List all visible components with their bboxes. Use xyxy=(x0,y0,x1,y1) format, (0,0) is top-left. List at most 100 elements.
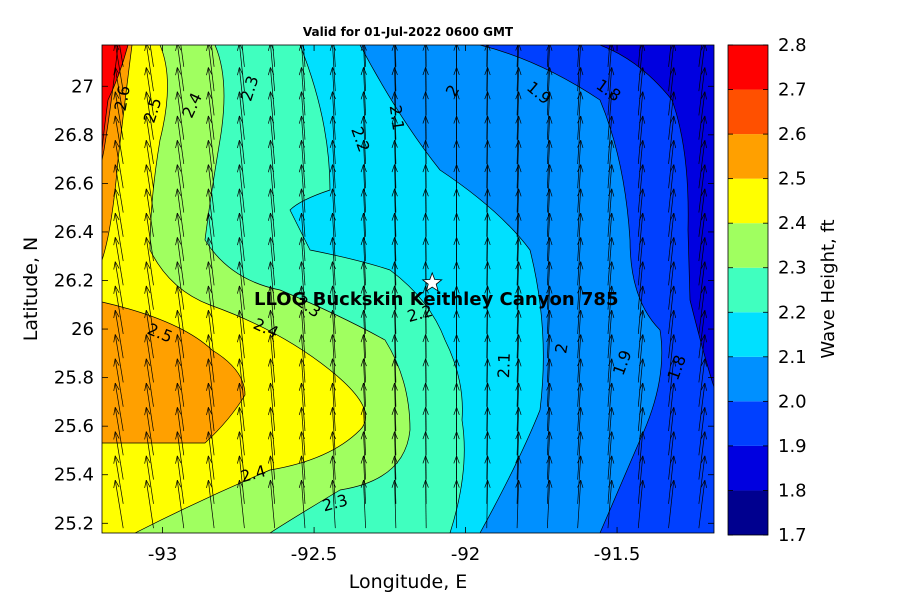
direction-arrows xyxy=(113,45,707,529)
direction-arrow xyxy=(698,188,707,237)
plot-frame xyxy=(101,44,715,534)
direction-arrow xyxy=(668,261,677,310)
direction-arrow xyxy=(607,285,615,334)
direction-arrow xyxy=(144,237,154,286)
direction-arrow xyxy=(113,479,124,529)
colorbar-swatch xyxy=(728,223,768,268)
site-star-icon xyxy=(421,271,443,292)
direction-arrow xyxy=(206,382,215,432)
direction-arrow xyxy=(241,45,245,67)
y-tick-label: 25.2 xyxy=(54,513,94,534)
colorbar-tick-label: 2.0 xyxy=(778,391,807,412)
direction-arrow xyxy=(175,431,185,480)
direction-arrow xyxy=(113,431,124,480)
band-2.7-2.8 xyxy=(102,45,128,150)
colorbar-swatch xyxy=(728,401,768,446)
direction-arrow xyxy=(206,310,215,359)
direction-arrow xyxy=(607,188,615,237)
direction-arrow xyxy=(113,45,124,92)
direction-arrow xyxy=(698,358,707,407)
direction-arrow xyxy=(607,164,615,213)
direction-arrow xyxy=(668,479,677,529)
direction-arrow xyxy=(113,261,124,310)
direction-arrow xyxy=(206,164,215,213)
colorbar-swatch xyxy=(728,134,768,179)
direction-arrow xyxy=(144,67,154,116)
colorbar-tick-label: 1.7 xyxy=(778,525,807,546)
direction-arrow xyxy=(298,115,306,164)
direction-arrow xyxy=(668,45,677,92)
colorbar-swatch xyxy=(728,490,768,535)
direction-arrow xyxy=(668,91,677,140)
direction-arrow xyxy=(175,358,185,407)
direction-arrow xyxy=(607,334,615,383)
direction-arrow xyxy=(144,285,154,334)
direction-arrow xyxy=(303,45,306,67)
direction-arrow xyxy=(144,479,154,529)
direction-arrow xyxy=(333,45,336,67)
direction-arrow xyxy=(607,261,615,310)
direction-arrow xyxy=(668,67,677,116)
colorbar-tick-label: 2.1 xyxy=(778,347,807,368)
direction-arrow xyxy=(425,45,427,67)
colorbar-swatch xyxy=(728,312,768,357)
direction-arrow xyxy=(456,45,457,67)
direction-arrow xyxy=(298,455,306,504)
direction-arrow xyxy=(113,67,124,116)
direction-arrow xyxy=(175,164,185,213)
direction-arrow xyxy=(298,310,306,359)
colorbar-swatch xyxy=(728,45,768,90)
direction-arrow xyxy=(698,45,707,92)
direction-arrow xyxy=(206,261,215,310)
direction-arrow xyxy=(113,115,124,165)
x-axis-label: Longitude, E xyxy=(349,571,468,593)
direction-arrow xyxy=(144,310,154,359)
direction-arrow xyxy=(668,382,677,432)
site-marker xyxy=(421,271,443,292)
direction-arrow xyxy=(144,115,154,165)
direction-arrow xyxy=(698,115,707,165)
y-tick-label: 26.2 xyxy=(54,271,94,292)
direction-arrow xyxy=(298,407,306,456)
direction-arrow xyxy=(206,115,215,165)
direction-arrow xyxy=(668,431,677,480)
direction-arrow xyxy=(113,382,124,432)
direction-arrow xyxy=(206,455,215,504)
direction-arrow xyxy=(113,188,124,237)
direction-arrow xyxy=(298,382,306,432)
direction-arrow xyxy=(698,285,707,334)
direction-arrow xyxy=(668,212,677,262)
site-label-layer: LLOG Buckskin Keithley Canyon 785 xyxy=(254,289,618,310)
direction-arrow xyxy=(206,237,215,286)
y-axis-label: Latitude, N xyxy=(20,237,42,342)
direction-arrow xyxy=(394,45,397,67)
direction-arrow xyxy=(206,479,215,529)
direction-arrow xyxy=(206,45,215,92)
direction-arrow xyxy=(175,188,185,237)
direction-arrow xyxy=(175,334,185,383)
direction-arrow xyxy=(113,164,124,213)
direction-arrow xyxy=(577,45,580,67)
direction-arrow xyxy=(144,212,154,262)
direction-arrow xyxy=(144,45,154,92)
direction-arrow xyxy=(698,334,707,383)
direction-arrow xyxy=(298,480,306,529)
direction-arrow xyxy=(668,310,677,359)
direction-arrow xyxy=(206,358,215,407)
direction-arrow xyxy=(144,261,154,310)
direction-arrow xyxy=(211,45,215,67)
direction-arrow xyxy=(298,188,306,237)
direction-arrow xyxy=(698,382,707,432)
direction-arrow xyxy=(484,45,491,92)
direction-arrow xyxy=(175,237,185,286)
direction-arrow xyxy=(298,45,306,92)
direction-arrow xyxy=(607,91,615,140)
direction-arrow xyxy=(175,67,185,116)
direction-arrow xyxy=(668,115,677,165)
direction-arrow xyxy=(668,285,677,334)
direction-arrow xyxy=(113,91,124,140)
direction-arrow xyxy=(298,358,306,407)
direction-arrow xyxy=(668,334,677,383)
direction-arrow xyxy=(668,140,677,189)
y-tick-label: 26.8 xyxy=(54,125,94,146)
